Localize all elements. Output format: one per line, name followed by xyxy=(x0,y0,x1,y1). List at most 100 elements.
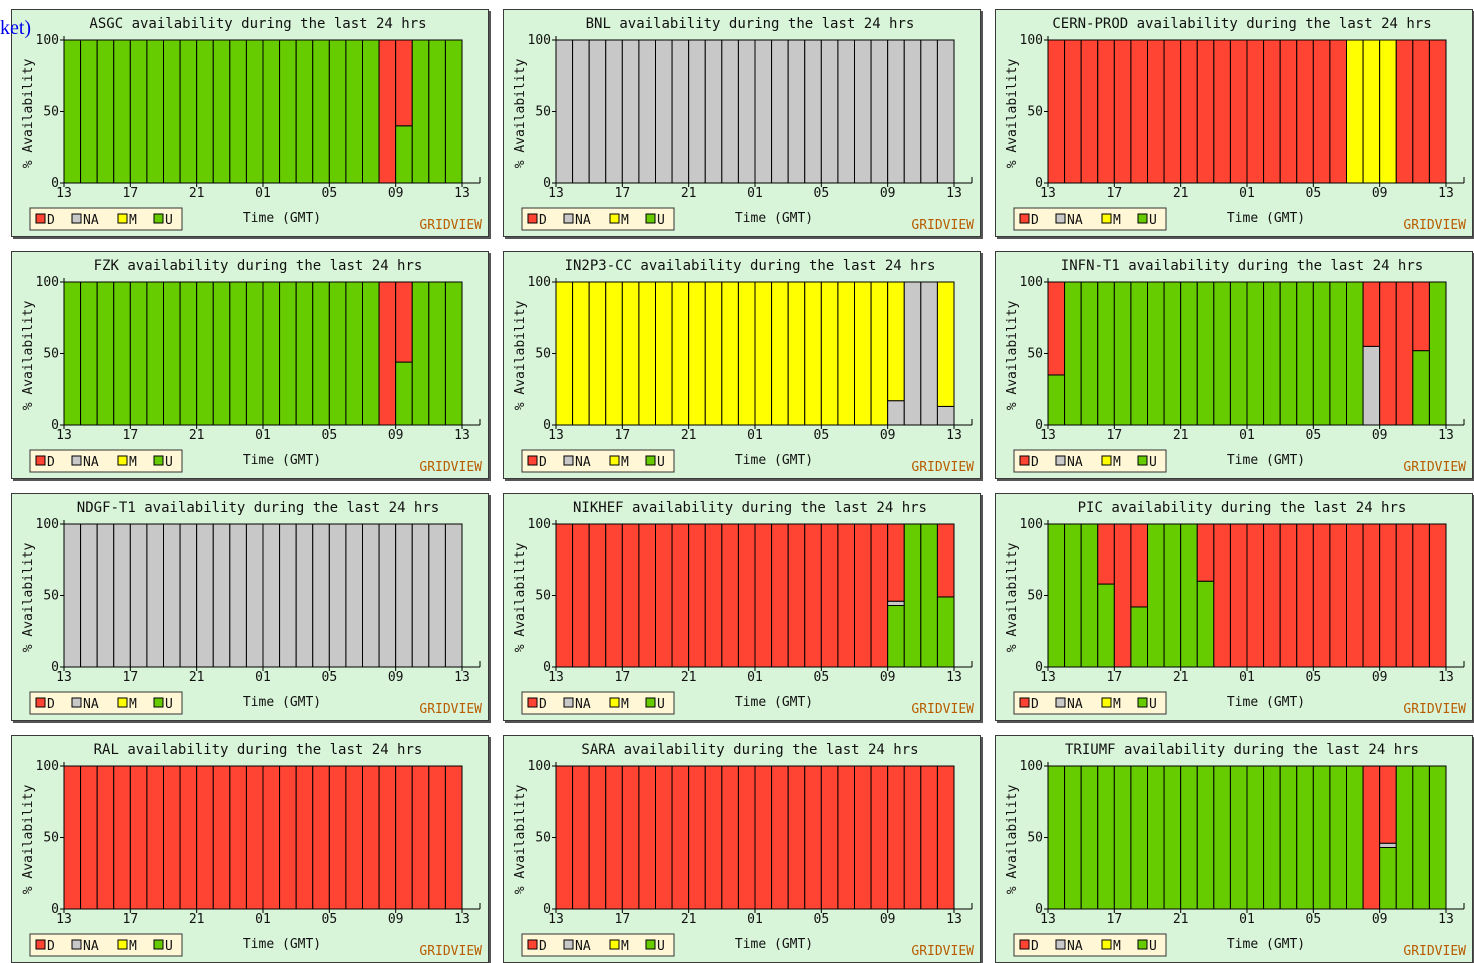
y-tick-label: 100 xyxy=(36,517,59,532)
bar-segment-d xyxy=(588,523,607,668)
bar-segment-na xyxy=(771,39,789,184)
bar-segment-u xyxy=(279,39,297,184)
bar-segment-d xyxy=(1279,39,1298,184)
bar-segment-na xyxy=(903,39,922,184)
legend-box xyxy=(521,449,675,473)
bar-segment-u xyxy=(1279,281,1298,426)
x-tick-label: 01 xyxy=(255,670,271,685)
legend-swatch-na xyxy=(71,939,82,950)
bar-segment-u xyxy=(312,39,330,184)
bar-segment-u xyxy=(1064,523,1082,668)
bar-segment-u xyxy=(1213,281,1231,426)
legend-label: M xyxy=(621,455,629,470)
x-tick-label: 05 xyxy=(814,428,830,443)
bar-segment-u xyxy=(63,281,82,426)
chart-svg: NDGF-T1 availability during the last 24 … xyxy=(21,500,482,717)
x-tick-label: 05 xyxy=(1306,186,1322,201)
legend-label: M xyxy=(621,939,629,954)
bar-segment-u xyxy=(245,281,264,426)
legend-label: NA xyxy=(575,697,591,712)
legend-label: NA xyxy=(1067,939,1083,954)
bar-segment-d xyxy=(1213,39,1231,184)
availability-chart-panel: IN2P3-CC availability during the last 24… xyxy=(503,251,981,479)
bar-segment-u xyxy=(1047,765,1066,910)
bar-segment-u xyxy=(80,39,98,184)
bar-segment-u xyxy=(1346,281,1364,426)
bar-segment-m xyxy=(936,281,955,407)
bar-segment-u xyxy=(279,281,297,426)
x-tick-label: 01 xyxy=(747,912,763,927)
availability-chart-panel: FZK availability during the last 24 hrs%… xyxy=(11,251,489,479)
bar-segment-m xyxy=(837,281,855,426)
legend-swatch-m xyxy=(609,213,620,224)
legend-swatch-m xyxy=(609,455,620,466)
bar-segment-d xyxy=(395,281,413,363)
y-tick-label: 0 xyxy=(543,660,551,675)
bar-segment-d xyxy=(395,39,413,127)
legend-label: NA xyxy=(83,213,99,228)
bar-segment-d xyxy=(820,523,839,668)
legend-swatch-d xyxy=(1019,939,1030,950)
bar-segment-m xyxy=(721,281,739,426)
bar-segment-d xyxy=(771,765,789,910)
x-tick-label: 17 xyxy=(123,428,139,443)
gridview-brand: GRIDVIEW xyxy=(419,218,482,233)
x-tick-label: 17 xyxy=(1107,912,1123,927)
legend-box xyxy=(29,207,183,231)
x-tick-label: 09 xyxy=(1372,912,1388,927)
chart-title: SARA availability during the last 24 hrs xyxy=(581,742,918,758)
bar-segment-d xyxy=(196,765,214,910)
header-link-fragment[interactable]: ket) xyxy=(0,17,32,39)
bar-segment-d xyxy=(555,765,574,910)
bar-segment-d xyxy=(1395,39,1414,184)
bar-segment-d xyxy=(854,765,872,910)
x-tick-label: 13 xyxy=(1438,428,1454,443)
x-tick-label: 17 xyxy=(123,670,139,685)
bar-segment-u xyxy=(1080,523,1099,668)
x-tick-label: 17 xyxy=(615,428,631,443)
x-tick-label: 17 xyxy=(1107,428,1123,443)
bar-segment-na xyxy=(920,281,938,426)
y-tick-label: 0 xyxy=(543,176,551,191)
legend-swatch-m xyxy=(1101,213,1112,224)
bar-segment-u xyxy=(1113,765,1132,910)
bar-segment-na xyxy=(362,523,380,668)
bar-segment-u xyxy=(1047,523,1066,668)
bar-segment-na xyxy=(312,523,330,668)
gridview-brand: GRIDVIEW xyxy=(1403,218,1466,233)
chart-title: RAL availability during the last 24 hrs xyxy=(94,742,423,758)
legend-box xyxy=(29,449,183,473)
legend-label: U xyxy=(1149,697,1157,712)
bar-segment-d xyxy=(936,523,955,598)
bar-segment-u xyxy=(1163,281,1182,426)
bar-segment-u xyxy=(212,281,231,426)
x-tick-label: 21 xyxy=(681,670,697,685)
bar-segment-d xyxy=(572,523,590,668)
bar-segment-u xyxy=(196,39,214,184)
legend-label: M xyxy=(129,697,137,712)
bar-segment-u xyxy=(411,39,430,184)
y-axis-label: % Availability xyxy=(21,301,36,411)
x-tick-label: 01 xyxy=(255,912,271,927)
x-tick-label: 13 xyxy=(454,912,470,927)
bar-segment-u xyxy=(262,281,281,426)
legend-label: D xyxy=(1031,455,1039,470)
bar-segment-na xyxy=(212,523,231,668)
bar-segment-na xyxy=(245,523,264,668)
bar-segment-u xyxy=(1196,281,1215,426)
bar-segment-u xyxy=(1130,281,1149,426)
x-tick-label: 05 xyxy=(322,912,338,927)
availability-chart-panel: TRIUMF availability during the last 24 h… xyxy=(995,735,1473,963)
legend-swatch-d xyxy=(1019,213,1030,224)
y-tick-label: 100 xyxy=(528,275,551,290)
bar-segment-u xyxy=(345,281,363,426)
legend-box xyxy=(521,691,675,715)
y-tick-label: 100 xyxy=(528,517,551,532)
x-tick-label: 17 xyxy=(615,186,631,201)
bar-segment-m xyxy=(1379,39,1397,184)
bar-segment-na xyxy=(754,39,773,184)
bar-segment-d xyxy=(1113,523,1132,668)
legend-label: M xyxy=(1113,455,1121,470)
bar-segment-u xyxy=(1263,765,1281,910)
legend-label: M xyxy=(1113,697,1121,712)
